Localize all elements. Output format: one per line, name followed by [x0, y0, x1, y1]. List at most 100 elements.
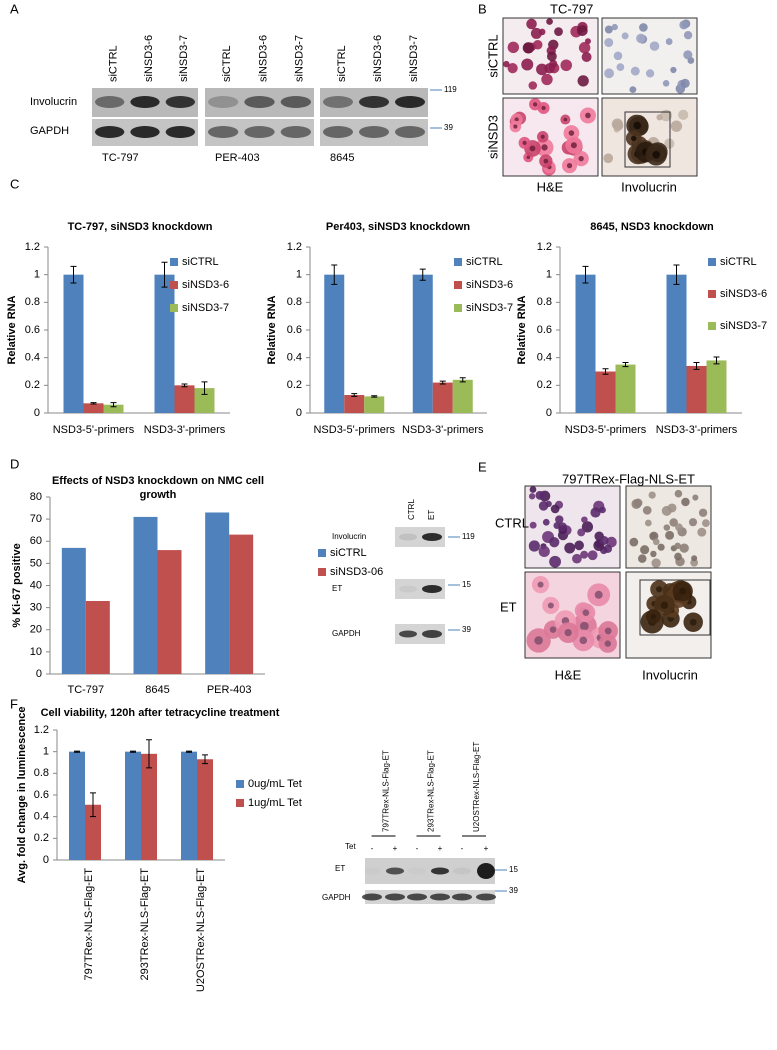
- cell: [650, 41, 660, 51]
- x-tick-label: 293TRex-NLS-Flag-ET: [139, 868, 151, 981]
- cell: [638, 554, 647, 563]
- legend-swatch: [318, 568, 326, 576]
- cell: [539, 29, 545, 35]
- cell: [678, 110, 688, 120]
- tet-sign: -: [461, 844, 464, 853]
- cell: [681, 498, 689, 506]
- nucleus: [541, 144, 547, 150]
- y-tick-label: 0.2: [25, 379, 40, 391]
- legend-label: 1ug/mL Tet: [248, 797, 302, 809]
- nucleus: [583, 609, 590, 616]
- cell: [577, 25, 588, 36]
- panel-letter: C: [10, 176, 19, 191]
- error-bar: [202, 754, 208, 765]
- nucleus: [513, 125, 517, 129]
- nucleus: [530, 146, 536, 152]
- cell: [699, 509, 707, 517]
- nucleus: [605, 627, 612, 634]
- bar: [141, 753, 157, 860]
- y-tick-label: 0.8: [34, 767, 49, 779]
- cell-line-label: PER-403: [215, 152, 260, 164]
- cell: [692, 494, 698, 500]
- cell: [551, 505, 560, 514]
- cell: [546, 18, 553, 25]
- cell: [533, 40, 543, 50]
- blot-band: [453, 867, 471, 875]
- legend-swatch: [318, 549, 326, 557]
- y-tick-label: 0.6: [537, 324, 552, 336]
- cell: [679, 20, 688, 29]
- bar: [174, 385, 195, 413]
- cell: [629, 538, 638, 547]
- cell: [634, 499, 643, 508]
- error-bar: [459, 377, 466, 383]
- blot-band: [280, 126, 312, 138]
- chart-title: Per403, siNSD3 knockdown: [326, 221, 471, 233]
- cell: [554, 27, 563, 36]
- cell: [636, 34, 646, 44]
- legend-swatch: [170, 304, 178, 312]
- error-bar: [70, 265, 77, 284]
- cell: [523, 42, 534, 53]
- bar: [103, 404, 124, 413]
- cell: [541, 74, 552, 85]
- cell: [581, 516, 588, 523]
- blot-band: [395, 96, 425, 108]
- lane-label: U2OSTRex-NLS-Flag-ET: [472, 742, 481, 832]
- cell: [640, 545, 649, 554]
- micrograph-cells: [526, 576, 618, 653]
- cell: [560, 59, 572, 71]
- cell: [549, 556, 561, 568]
- bar: [344, 395, 365, 413]
- y-tick-label: 0: [34, 407, 40, 419]
- row-label: GAPDH: [332, 629, 361, 638]
- blot-band: [399, 533, 417, 541]
- error-bar: [371, 395, 378, 398]
- y-tick-label: 0: [36, 668, 42, 680]
- bar: [615, 364, 636, 413]
- cell: [671, 121, 682, 132]
- cell: [508, 42, 519, 53]
- cell: [631, 67, 640, 76]
- marker-label: 39: [462, 625, 471, 634]
- legend-label: siCTRL: [330, 547, 367, 559]
- legend-swatch: [236, 799, 244, 807]
- cell: [528, 81, 537, 90]
- cell: [600, 536, 609, 545]
- blot-band: [359, 96, 389, 108]
- row-label: ET: [332, 584, 342, 593]
- blot-band: [477, 863, 495, 879]
- chart-title: 8645, NSD3 knockdown: [590, 221, 714, 233]
- micrograph-cells: [510, 98, 596, 175]
- y-tick-label: 1.2: [537, 241, 552, 253]
- cell: [531, 28, 542, 39]
- blot-band: [422, 533, 442, 541]
- y-tick-label: 50: [30, 557, 42, 569]
- cell: [697, 528, 706, 537]
- lane-label: 797TRex-NLS-Flag-ET: [382, 750, 391, 832]
- nucleus: [526, 156, 530, 160]
- nucleus: [580, 622, 589, 631]
- y-tick-label: 0.2: [34, 832, 49, 844]
- cell: [674, 543, 680, 549]
- cell: [605, 26, 613, 34]
- y-tick-label: 0.4: [287, 352, 302, 364]
- micrograph-cells: [626, 115, 668, 166]
- legend-swatch: [454, 258, 462, 266]
- micrograph-cells: [603, 110, 688, 164]
- blot-membrane: [395, 527, 445, 547]
- lane-label: siNSD3-7: [408, 35, 420, 82]
- cell: [612, 24, 618, 30]
- cell: [521, 58, 533, 70]
- error-bar: [74, 750, 80, 753]
- x-tick-label: TC-797: [67, 684, 104, 696]
- nucleus: [541, 106, 545, 110]
- cell: [660, 110, 672, 122]
- nucleus: [538, 582, 544, 588]
- nucleus: [595, 591, 603, 599]
- error-bar: [602, 368, 609, 375]
- legend-label: 0ug/mL Tet: [248, 778, 302, 790]
- lane-label: ET: [427, 510, 436, 520]
- legend-label: siCTRL: [720, 256, 757, 268]
- blot-band: [431, 867, 449, 875]
